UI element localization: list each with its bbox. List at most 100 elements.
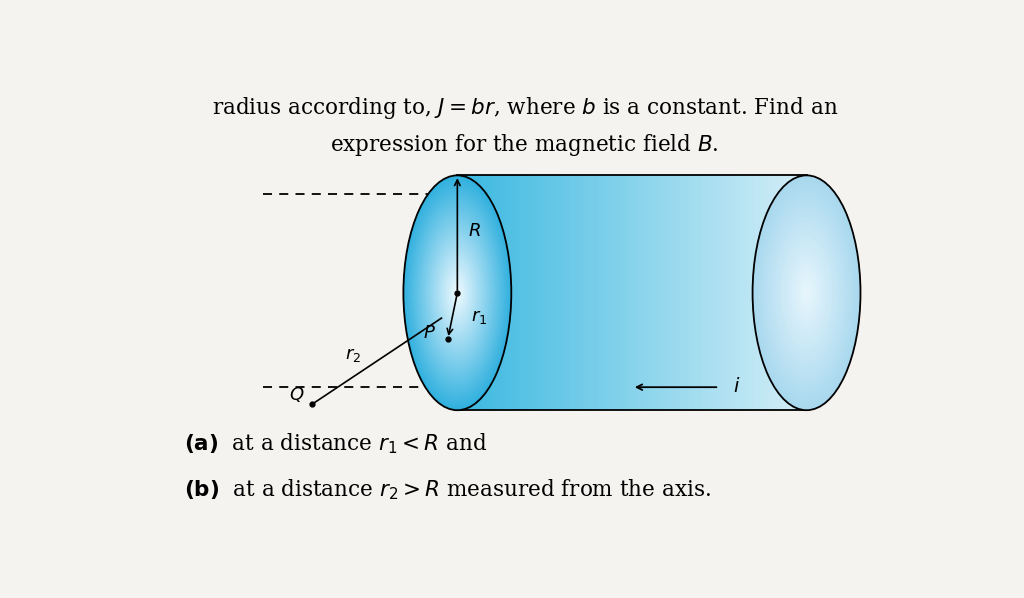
Ellipse shape [758, 187, 855, 399]
Bar [762, 175, 765, 410]
Bar [588, 175, 591, 410]
Bar [681, 175, 684, 410]
Ellipse shape [425, 222, 489, 364]
Bar [621, 175, 624, 410]
Ellipse shape [414, 199, 501, 387]
Bar [674, 175, 677, 410]
Ellipse shape [406, 179, 510, 406]
Ellipse shape [780, 237, 833, 349]
Bar [544, 175, 547, 410]
Bar [746, 175, 750, 410]
Ellipse shape [437, 249, 478, 337]
Text: $r_2$: $r_2$ [345, 346, 361, 364]
Bar [774, 175, 777, 410]
Bar [604, 175, 607, 410]
Ellipse shape [762, 196, 851, 390]
Bar [551, 175, 554, 410]
Ellipse shape [450, 276, 465, 309]
Ellipse shape [454, 285, 461, 300]
Ellipse shape [783, 243, 829, 343]
Ellipse shape [423, 218, 492, 368]
Bar [699, 175, 702, 410]
Bar [525, 175, 528, 410]
Bar [721, 175, 724, 410]
Ellipse shape [432, 239, 482, 347]
Ellipse shape [444, 265, 470, 321]
Ellipse shape [455, 288, 460, 297]
Bar [518, 175, 521, 410]
Bar [562, 175, 565, 410]
Ellipse shape [427, 228, 487, 358]
Bar [707, 175, 710, 410]
Ellipse shape [801, 281, 812, 305]
Ellipse shape [412, 194, 503, 391]
Ellipse shape [767, 208, 846, 378]
Bar [602, 175, 605, 410]
Bar [683, 175, 686, 410]
Bar [734, 175, 737, 410]
Bar [800, 175, 803, 410]
Bar [623, 175, 626, 410]
Ellipse shape [756, 184, 857, 402]
Ellipse shape [770, 213, 844, 373]
Bar [697, 175, 700, 410]
Ellipse shape [409, 187, 506, 399]
Ellipse shape [421, 213, 494, 372]
Ellipse shape [433, 240, 482, 346]
Bar [535, 175, 538, 410]
Ellipse shape [796, 269, 818, 316]
Ellipse shape [455, 287, 460, 299]
Bar [608, 175, 611, 410]
Text: $P$: $P$ [423, 324, 436, 342]
Ellipse shape [420, 210, 496, 375]
Ellipse shape [419, 209, 496, 377]
Ellipse shape [779, 234, 834, 352]
Bar [564, 175, 567, 410]
Bar [690, 175, 693, 410]
Bar [692, 175, 695, 410]
Ellipse shape [782, 240, 831, 346]
Bar [716, 175, 719, 410]
Bar [553, 175, 556, 410]
Ellipse shape [403, 177, 511, 409]
Bar [705, 175, 708, 410]
Ellipse shape [418, 208, 497, 378]
Bar [718, 175, 721, 410]
Ellipse shape [457, 291, 458, 294]
Ellipse shape [424, 221, 490, 365]
Ellipse shape [787, 251, 825, 334]
Bar [663, 175, 666, 410]
Bar [688, 175, 691, 410]
Ellipse shape [785, 249, 827, 337]
Bar [513, 175, 516, 410]
Text: radius according to, $J = br$, where $b$ is a constant. Find an: radius according to, $J = br$, where $b$… [212, 95, 838, 121]
Ellipse shape [441, 258, 474, 328]
Bar [783, 175, 786, 410]
Bar [753, 175, 756, 410]
Ellipse shape [425, 224, 489, 362]
Bar [460, 175, 463, 410]
Bar [539, 175, 542, 410]
Bar [632, 175, 635, 410]
Ellipse shape [798, 275, 815, 310]
Bar [579, 175, 582, 410]
Bar [571, 175, 574, 410]
Bar [577, 175, 580, 410]
Bar [657, 175, 660, 410]
Ellipse shape [441, 259, 473, 327]
Ellipse shape [411, 191, 504, 394]
Bar [739, 175, 742, 410]
Bar [628, 175, 631, 410]
Bar [489, 175, 494, 410]
Ellipse shape [431, 236, 484, 350]
Bar [566, 175, 570, 410]
Bar [727, 175, 730, 410]
Ellipse shape [416, 203, 499, 383]
Ellipse shape [776, 228, 837, 358]
Bar [458, 175, 461, 410]
Bar [781, 175, 784, 410]
Ellipse shape [406, 181, 509, 404]
Bar [679, 175, 682, 410]
Bar [714, 175, 717, 410]
Ellipse shape [760, 193, 853, 393]
